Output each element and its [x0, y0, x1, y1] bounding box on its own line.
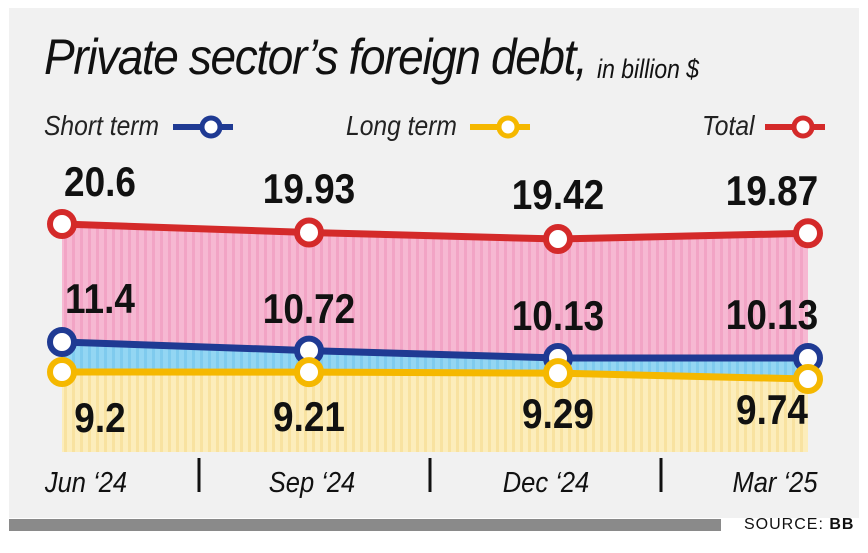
legend-long-term-label: Long term	[346, 110, 457, 141]
total-value-label-3: 19.87	[726, 168, 818, 215]
x-tick-label-2: Dec ‘24	[503, 465, 589, 498]
title-row: Private sector’s foreign debt,	[44, 28, 634, 86]
chart-subtitle: in billion $	[597, 54, 700, 84]
total-point-2	[543, 224, 573, 254]
short-term-line	[61, 338, 808, 362]
long-term-point-2	[543, 358, 573, 389]
total-point-1	[294, 217, 324, 248]
legend-short-term-label: Short term	[44, 110, 160, 141]
long-term-point-0	[47, 357, 77, 387]
long-term-area	[62, 372, 808, 452]
legend-total-label: Total	[702, 110, 755, 141]
long-term-value-label-3: 9.74	[736, 387, 808, 434]
short-term-value-label-1: 10.72	[263, 286, 355, 333]
long-term-point-1	[294, 357, 324, 388]
total-value-label-1: 19.93	[263, 166, 355, 213]
footer-bar	[9, 519, 721, 531]
total-line	[61, 220, 809, 243]
total-point-0	[47, 209, 77, 239]
total-point-3	[793, 218, 823, 249]
long-term-line	[61, 368, 809, 383]
short-term-value-label-2: 10.13	[512, 293, 604, 340]
long-term-value-label-0: 9.2	[74, 395, 125, 442]
short-term-point-0	[47, 327, 77, 357]
source-label: SOURCE:	[744, 516, 824, 533]
total-area	[62, 224, 808, 358]
x-tick-label-1: Sep ‘24	[269, 465, 356, 498]
long-term-value-label-2: 9.29	[522, 391, 594, 438]
x-tick-label-0: Jun ‘24	[44, 465, 127, 498]
x-tick-label-3: Mar ‘25	[732, 465, 818, 498]
chart-title: Private sector’s foreign debt,	[44, 29, 588, 85]
long-term-value-label-1: 9.21	[273, 394, 345, 441]
short-term-value-label-0: 11.4	[65, 276, 135, 323]
long-term-point-3	[793, 364, 823, 394]
short-term-legend-marker	[199, 115, 223, 139]
short-term-value-label-3: 10.13	[726, 292, 818, 339]
total-legend-marker	[791, 115, 815, 139]
source-name: BB	[829, 516, 855, 533]
source-note: SOURCE: BB	[744, 516, 854, 534]
total-value-label-0: 20.6	[64, 159, 136, 206]
long-term-legend-marker	[496, 115, 520, 139]
total-value-label-2: 19.42	[512, 172, 604, 219]
